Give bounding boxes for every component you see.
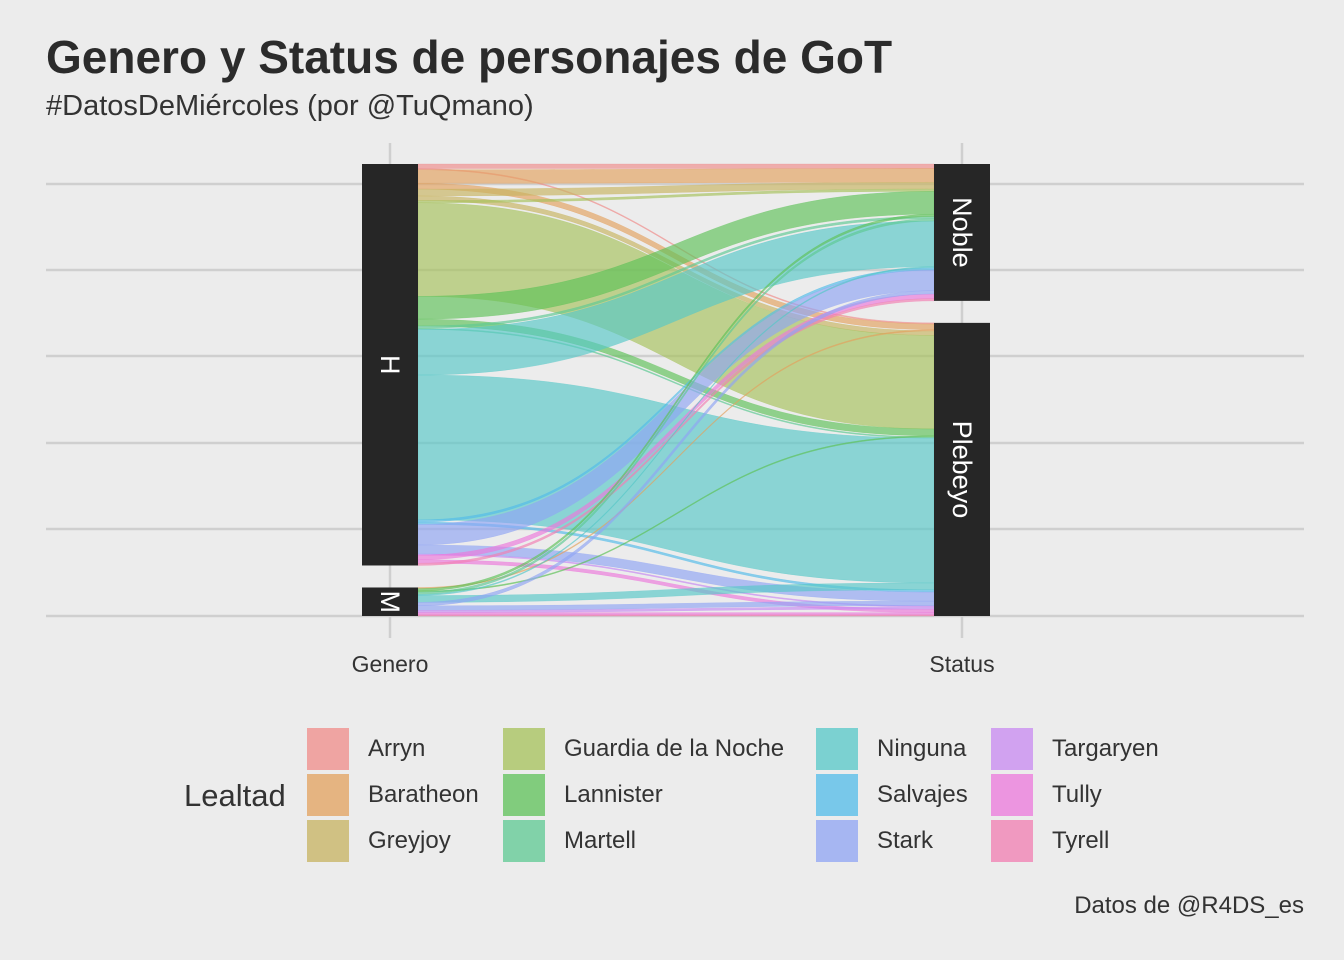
legend-label: Stark xyxy=(877,827,934,854)
legend-key xyxy=(307,728,349,770)
legend-label: Lannister xyxy=(564,781,663,808)
flow-baratheon xyxy=(417,168,935,184)
genero-stratum-label: M xyxy=(375,590,405,613)
legend-title: Lealtad xyxy=(184,778,286,813)
status-stratum-noble xyxy=(934,164,990,301)
legend-label: Greyjoy xyxy=(368,827,451,854)
genero-stratum-m xyxy=(362,587,418,616)
legend-key xyxy=(503,728,545,770)
legend-label: Guardia de la Noche xyxy=(564,735,785,762)
alluvial-plot: H M Noble Plebeyo Genero Status xyxy=(46,143,1304,677)
x-tick-label: Status xyxy=(929,651,994,677)
legend-label: Martell xyxy=(564,827,637,854)
legend-key xyxy=(816,728,858,770)
flow-arryn xyxy=(417,163,935,169)
legend-label: Baratheon xyxy=(368,781,479,808)
legend-key xyxy=(991,774,1033,816)
legend-label: Salvajes xyxy=(877,781,968,808)
chart-title: Genero y Status de personajes de GoT xyxy=(46,31,893,83)
legend-label: Tully xyxy=(1052,781,1102,808)
legend-key xyxy=(816,820,858,862)
legend-key xyxy=(991,820,1033,862)
flow-tyrell xyxy=(417,614,935,617)
status-stratum-label: Plebeyo xyxy=(947,421,977,519)
genero-stratum-label: H xyxy=(375,355,405,375)
legend-key xyxy=(307,820,349,862)
legend-key xyxy=(503,820,545,862)
legend-label: Arryn xyxy=(368,735,426,762)
legend-label: Tyrell xyxy=(1052,827,1110,854)
status-stratum-label: Noble xyxy=(947,197,977,268)
legend-key xyxy=(816,774,858,816)
legend-key xyxy=(503,774,545,816)
legend-key xyxy=(307,774,349,816)
genero-stratum-h xyxy=(362,164,418,566)
legend-label: Targaryen xyxy=(1052,735,1159,762)
x-tick-label: Genero xyxy=(352,651,429,677)
status-stratum-plebeyo xyxy=(934,322,990,616)
legend-label: Ninguna xyxy=(877,735,967,762)
caption: Datos de @R4DS_es xyxy=(1074,892,1304,919)
legend-key xyxy=(991,728,1033,770)
flow-tully xyxy=(417,612,935,616)
chart-subtitle: #DatosDeMiércoles (por @TuQmano) xyxy=(46,90,534,122)
